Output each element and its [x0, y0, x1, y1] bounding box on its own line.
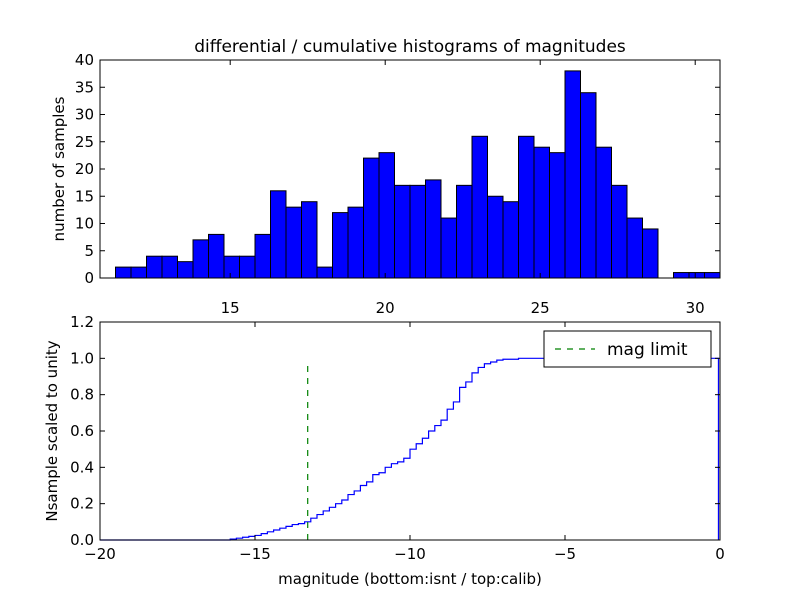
histogram-bar — [518, 135, 535, 279]
histogram-bar — [130, 266, 147, 279]
cumulative-y-axis-label: Nsample scaled to unity — [43, 340, 61, 521]
histogram-bar — [502, 201, 519, 279]
histogram-bar — [409, 184, 426, 279]
histogram-y-tick-label: 40 — [75, 51, 94, 69]
histogram-bar — [564, 70, 581, 279]
histogram-bar — [177, 261, 194, 279]
cumulative-x-tick-label: −20 — [84, 545, 116, 563]
histogram-bar — [425, 179, 442, 279]
histogram-bar — [161, 255, 178, 279]
histogram-y-tick-label: 15 — [75, 187, 94, 205]
histogram-y-tick-label: 20 — [75, 160, 94, 178]
histogram-x-tick-label: 20 — [376, 299, 395, 317]
histogram-x-tick-label: 25 — [531, 299, 550, 317]
histogram-bar — [146, 255, 163, 279]
cumulative-x-tick-label: −15 — [239, 545, 271, 563]
histogram-bar — [115, 266, 132, 279]
histogram-bar — [239, 255, 256, 279]
histogram-bar — [704, 272, 721, 279]
histogram-bar — [456, 184, 473, 279]
histogram-bar — [347, 206, 364, 279]
cumulative-y-tick-label: 1.0 — [70, 349, 94, 367]
legend: mag limit — [543, 330, 712, 368]
cumulative-y-tick-label: 0.4 — [70, 458, 94, 476]
histogram-y-axis-label: number of samples — [50, 96, 68, 241]
cumulative-lines — [100, 357, 720, 541]
histogram-bar — [316, 266, 333, 279]
histogram-bar — [301, 201, 318, 279]
cumulative-plot-area — [99, 321, 721, 541]
cumulative-y-tick-label: 0.0 — [70, 531, 94, 549]
histogram-bar — [378, 152, 395, 279]
cumulative-y-tick-label: 0.8 — [70, 386, 94, 404]
histogram-bar — [223, 255, 240, 279]
cumulative-panel: −20 −15 −10 −5 0 0.0 0.2 0.4 0.6 0.8 1.0 1.2 magnit… — [43, 313, 725, 588]
histogram-bar — [270, 190, 287, 279]
cumulative-line — [100, 357, 720, 541]
histogram-x-tick-label: 15 — [221, 299, 240, 317]
histogram-bar — [673, 272, 690, 279]
histogram-bar — [533, 146, 550, 279]
histogram-bar — [626, 217, 643, 279]
histogram-y-tick-label: 0 — [84, 269, 94, 287]
histogram-bar — [549, 152, 566, 279]
histogram-bar — [192, 239, 209, 279]
histogram-bar — [440, 217, 457, 279]
histogram-bar — [394, 184, 411, 279]
histogram-bar — [642, 228, 659, 279]
histogram-plot-area — [99, 59, 721, 279]
histogram-bar — [580, 92, 597, 279]
histogram-bar — [688, 272, 705, 279]
histogram-y-tick-label: 35 — [75, 78, 94, 96]
chart-title: differential / cumulative histograms of … — [194, 37, 626, 57]
histogram-y-tick-label: 25 — [75, 133, 94, 151]
cumulative-y-tick-label: 0.2 — [70, 495, 94, 513]
histogram-y-tick-label: 10 — [75, 215, 94, 233]
histogram-bar — [208, 233, 225, 279]
cumulative-x-tick-label: −10 — [394, 545, 426, 563]
histogram-y-tick-label: 30 — [75, 106, 94, 124]
cumulative-x-axis-label: magnitude (bottom:isnt / top:calib) — [278, 570, 542, 588]
histogram-y-tick-label: 5 — [84, 242, 94, 260]
histogram-bar — [611, 184, 628, 279]
histogram-bar — [285, 206, 302, 279]
histogram-bar — [471, 135, 488, 279]
histogram-x-tick-label: 30 — [686, 299, 705, 317]
cumulative-x-tick-label: 0 — [715, 545, 725, 563]
histogram-bar — [363, 157, 380, 279]
histogram-bar — [595, 146, 612, 279]
histogram-bar — [332, 212, 349, 279]
cumulative-y-tick-label: 0.6 — [70, 422, 94, 440]
legend-mag-limit-label: mag limit — [607, 340, 688, 360]
histogram-bar — [487, 195, 504, 279]
cumulative-ticks: −20 −15 −10 −5 0 0.0 0.2 0.4 0.6 0.8 1.0 1.2 — [70, 313, 725, 563]
cumulative-y-tick-label: 1.2 — [70, 313, 94, 331]
cumulative-x-tick-label: −5 — [554, 545, 576, 563]
histogram-panel: differential / cumulative histograms of … — [50, 37, 721, 317]
histogram-bar — [254, 233, 271, 279]
